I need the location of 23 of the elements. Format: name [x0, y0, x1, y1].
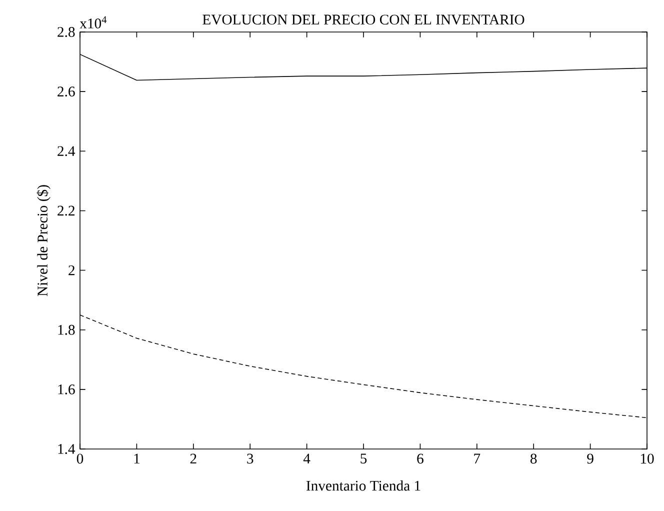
y-tick-label: 2.8 — [58, 27, 75, 37]
text: x10$^{4}$ — [80, 16, 107, 28]
x-tick-label: 2 — [190, 454, 196, 464]
y-tick-label: 1.6 — [58, 384, 75, 394]
x-tick-label: 6 — [417, 454, 424, 464]
x-axis-title: Inventario Tienda 1 — [306, 480, 420, 491]
x-tick-label: 7 — [474, 454, 480, 464]
x-tick-label: 0 — [76, 454, 84, 464]
y-tick-label: 2.2 — [58, 206, 74, 216]
x-tick-label: 9 — [587, 454, 594, 464]
y-tick-label: 1.4 — [58, 444, 76, 454]
x-tick-label: 4 — [303, 454, 310, 464]
x-tick-label: 5 — [360, 454, 367, 464]
chart-title: EVOLUCION DEL PRECIO CON EL INVENTARIO — [202, 14, 524, 25]
x-tick-label: 1 — [134, 454, 140, 464]
y-tick-label: 1.8 — [58, 324, 75, 335]
y-tick-label: 2 — [68, 265, 74, 276]
y-tick-label: 2.4 — [58, 146, 76, 156]
x-tick-label: 3 — [247, 454, 254, 464]
y-axis-title: Nivel de Precio ($) — [36, 185, 50, 296]
x-tick-label: 8 — [530, 454, 537, 464]
x-tick-label: 10 — [640, 454, 654, 464]
y-tick-label: 2.6 — [58, 86, 75, 97]
